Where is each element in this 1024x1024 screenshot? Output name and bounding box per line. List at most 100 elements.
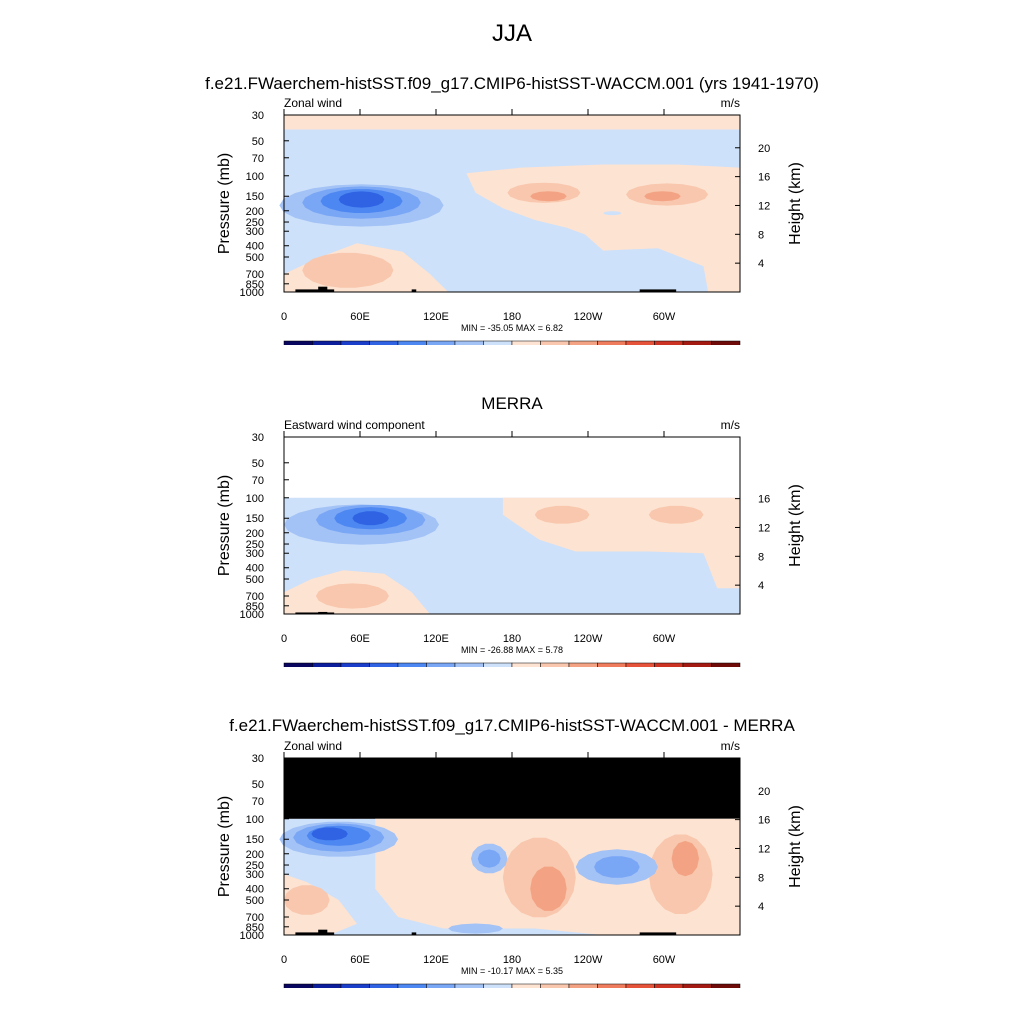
panel-3-contour-7 [671, 840, 699, 877]
panel-3-variable-label: Zonal wind [284, 739, 342, 753]
panel-2-height-tick-label: 12 [758, 522, 770, 534]
panel-2-height-tick-label: 4 [758, 580, 764, 592]
panel-3-y-tick-label: 70 [252, 796, 264, 808]
panel-1-units-label: m/s [721, 96, 740, 110]
panel-2-y-tick-label: 250 [246, 539, 264, 551]
panel-1-orography-4 [639, 289, 677, 292]
panel-3-x-tick-label: 0 [281, 954, 287, 966]
panel-2-colorbar-swatch [540, 662, 570, 667]
panel-2-height-tick-label: 16 [758, 494, 770, 506]
panel-2-contour-9 [352, 511, 389, 526]
panel-1-colorbar-swatch [369, 340, 399, 345]
panel-1-colorbar-swatch [397, 340, 427, 345]
panel-1-colorbar-swatch [483, 340, 513, 345]
panel-3-x-tick-label: 180 [503, 954, 521, 966]
panel-1-x-tick-label: 0 [281, 311, 287, 323]
panel-3-colorbar-swatch [483, 983, 513, 988]
panel-2-colorbar-swatch [483, 662, 513, 667]
panel-3-x-tick-label: 120E [423, 954, 449, 966]
panel-1-title: f.e21.FWaerchem-histSST.f09_g17.CMIP6-hi… [205, 74, 819, 93]
panel-3-y-tick-label: 30 [252, 753, 264, 765]
panel-3-colorbar: -18-15-12-9-6-3-101369121518 [283, 983, 741, 988]
panel-2-units-label: m/s [721, 418, 740, 432]
panel-3-height-tick-label: 20 [758, 786, 770, 798]
panel-2-colorbar-swatch [682, 662, 712, 667]
panel-1-y-tick-label: 100 [246, 171, 264, 183]
panel-1-y-tick-label: 30 [252, 110, 264, 122]
panel-2-min-max-stats: MIN = -26.88 MAX = 5.78 [461, 645, 563, 655]
panel-3-colorbar-swatch [654, 983, 684, 988]
panel-1-contour-3 [302, 252, 394, 288]
panel-1-y-tick-label: 70 [252, 153, 264, 165]
panel-3-contour-9 [594, 856, 640, 878]
panel-3-y-tick-label: 850 [246, 922, 264, 934]
panel-3-height-tick-label: 8 [758, 872, 764, 884]
panel-3-colorbar-swatch [369, 983, 399, 988]
panel-3-height-tick-label: 4 [758, 901, 764, 913]
panel-2-orography-1 [295, 612, 335, 614]
panel-3-contour-5 [284, 885, 330, 915]
panel-1-orography-1 [295, 289, 335, 292]
panel-1-colorbar-swatch [568, 340, 598, 345]
panel-1-colorbar-swatch [454, 340, 484, 345]
panel-2-colorbar-swatch [568, 662, 598, 667]
panel-3-colorbar-swatch [426, 983, 456, 988]
panel-1-contour-12 [603, 211, 622, 216]
panel-3-orography-1 [295, 932, 335, 935]
panel-3-colorbar-swatch [340, 983, 370, 988]
panel-1-orography-3 [411, 289, 417, 292]
panel-1-right-axis-title: Height (km) [787, 162, 804, 245]
panel-1-height-tick-label: 20 [758, 143, 770, 155]
panel-1-variable-label: Zonal wind [284, 96, 342, 110]
panel-2-colorbar-swatch [597, 662, 627, 667]
panel-3-y-tick-label: 300 [246, 869, 264, 881]
panel-1-y-tick-label: 250 [246, 217, 264, 229]
panel-2-x-tick-label: 60E [350, 633, 370, 645]
panel-3-orography-3 [411, 932, 417, 935]
panel-1-y-tick-label: 700 [246, 269, 264, 281]
panel-3-y-tick-label: 50 [252, 779, 264, 791]
panel-1-x-tick-label: 120W [574, 311, 603, 323]
panel-1-colorbar-swatch [682, 340, 712, 345]
panel-1-y-tick-label: 500 [246, 252, 264, 264]
panel-2-x-tick-label: 180 [503, 633, 521, 645]
panel-3-contour-15 [311, 827, 348, 841]
panel-2-colorbar-swatch [283, 662, 313, 667]
panel-1-y-tick-label: 1000 [240, 287, 264, 299]
panel-2-colorbar-swatch [340, 662, 370, 667]
panel-2-y-tick-label: 700 [246, 591, 264, 603]
panel-3-colorbar-swatch [597, 983, 627, 988]
panel-2-colorbar-swatch [454, 662, 484, 667]
panel-2-colorbar-swatch [369, 662, 399, 667]
panel-2-y-tick-label: 400 [246, 563, 264, 575]
panel-1-colorbar: -60-40-20-100102030 [283, 340, 741, 345]
panel-2-title: MERRA [481, 394, 543, 413]
panel-1-colorbar-swatch [312, 340, 342, 345]
panel-3-colorbar-swatch [540, 983, 570, 988]
panel-2-colorbar-swatch [711, 662, 741, 667]
panel-2-y-tick-label: 200 [246, 528, 264, 540]
panel-3-title: f.e21.FWaerchem-histSST.f09_g17.CMIP6-hi… [229, 716, 795, 735]
panel-1-colorbar-swatch [426, 340, 456, 345]
panel-2-x-tick-label: 120W [574, 633, 603, 645]
panel-2-colorbar: -60-40-20-100102030 [283, 662, 741, 667]
panel-3-colorbar-swatch [454, 983, 484, 988]
panel-3-y-tick-label: 1000 [240, 930, 264, 942]
panel-1-height-tick-label: 12 [758, 200, 770, 212]
panel-3-orography-2 [318, 929, 328, 935]
panel-2-colorbar-swatch [426, 662, 456, 667]
panel-2-y-tick-label: 850 [246, 601, 264, 613]
panel-3-contour-6 [530, 866, 567, 911]
panel-3-min-max-stats: MIN = -10.17 MAX = 5.35 [461, 966, 563, 976]
panel-3-x-tick-label: 120W [574, 954, 603, 966]
panel-3-colorbar-swatch [397, 983, 427, 988]
panel-2-y-tick-label: 1000 [240, 609, 264, 621]
panel-1-x-tick-label: 60W [653, 311, 676, 323]
panel-3-y-tick-label: 500 [246, 895, 264, 907]
panel-2-y-tick-label: 50 [252, 458, 264, 470]
panel-2-contour-4 [648, 505, 704, 524]
panel-1-colorbar-swatch [340, 340, 370, 345]
